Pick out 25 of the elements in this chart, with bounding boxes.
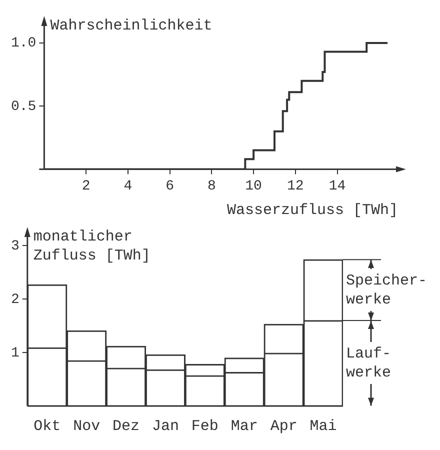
y-tick-label: 1.0: [10, 36, 36, 52]
text: Lauf- werke: [346, 346, 392, 382]
y-tick-label: 2: [10, 292, 20, 308]
y-axis-title: Wahrscheinlichkeit: [50, 17, 212, 34]
x-tick-label: Apr: [270, 418, 298, 435]
x-tick-label: Mar: [230, 418, 258, 435]
x-tick-label: 10: [245, 178, 262, 194]
y-tick-label: 3: [10, 238, 20, 254]
x-tick-label: 14: [328, 178, 346, 194]
x-tick-label: 8: [207, 178, 216, 194]
y-tick-label: 0.5: [10, 98, 36, 115]
x-tick-label: Jan: [152, 418, 179, 435]
x-tick-label: 6: [166, 178, 174, 194]
x-axis-title: Wasserzufluss [TWh]: [226, 202, 398, 219]
x-tick-label: Dez: [112, 418, 140, 435]
y-tick-label: 1: [10, 345, 20, 362]
x-tick-label: Nov: [73, 418, 100, 435]
y-axis-title: monatlicher Zufluss [TWh]: [33, 228, 150, 264]
x-tick-label: Feb: [191, 418, 218, 435]
x-tick-label: 2: [82, 178, 90, 194]
x-tick-label: 4: [124, 178, 132, 194]
x-tick-label: Okt: [34, 418, 61, 435]
text: Speicher- werke: [346, 272, 428, 309]
x-tick-label: 12: [287, 178, 304, 194]
x-tick-label: Mai: [310, 418, 337, 435]
